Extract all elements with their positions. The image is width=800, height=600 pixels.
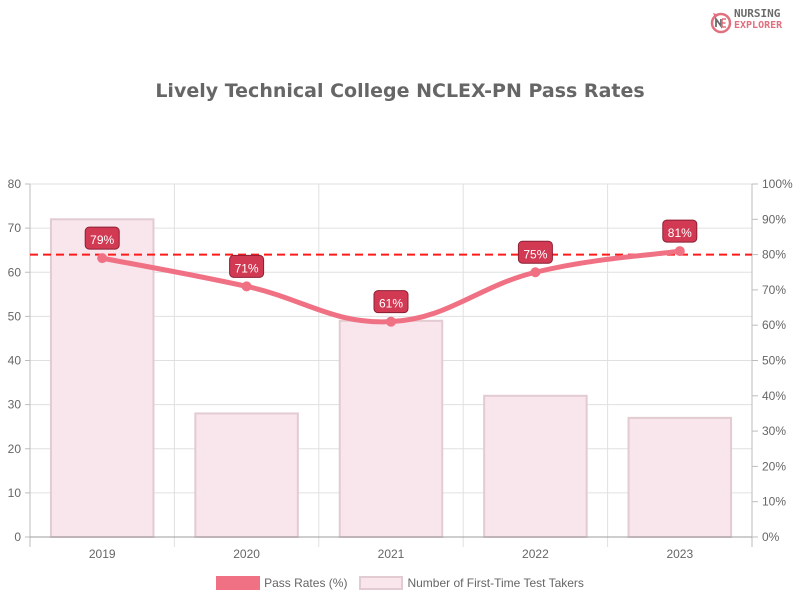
y-left-tick-label: 40 (8, 354, 22, 368)
svg-text:61%: 61% (379, 297, 403, 311)
line-series (97, 246, 685, 327)
y-right-tick-label: 10% (762, 495, 786, 509)
y-right-tick-label: 90% (762, 212, 786, 226)
axes: 0 10 20 30 40 50 60 70 80 0% 10% 20% 30% 40% 50% 60% 70%… (8, 177, 793, 561)
legend-item-pass-rates[interactable]: Pass Rates (%) (216, 576, 347, 590)
y-right-tick-label: 0% (762, 530, 780, 544)
svg-text:81%: 81% (668, 226, 692, 240)
brand-line1: NURSING (734, 7, 781, 20)
bar[interactable] (194, 412, 299, 539)
y-left-tick-label: 80 (8, 177, 22, 191)
svg-text:75%: 75% (523, 247, 547, 261)
x-tick-label: 2023 (666, 547, 693, 561)
y-left-tick-label: 20 (8, 442, 22, 456)
y-left-tick-label: 30 (8, 398, 22, 412)
x-tick-label: 2022 (522, 547, 549, 561)
legend-label: Number of First-Time Test Takers (407, 576, 584, 590)
bar[interactable] (49, 218, 155, 539)
line-point[interactable] (97, 253, 108, 264)
legend-swatch-bar (359, 576, 404, 590)
pass-rate-label: 75% (517, 240, 553, 264)
legend-label: Pass Rates (%) (264, 576, 348, 590)
y-right-tick-label: 50% (762, 354, 786, 368)
line-point[interactable] (674, 246, 685, 257)
y-right-tick-label: 100% (762, 177, 793, 191)
y-left-tick-label: 50 (8, 309, 22, 323)
y-right-tick-label: 40% (762, 389, 786, 403)
x-tick-label: 2019 (89, 547, 116, 561)
legend-item-test-takers[interactable]: Number of First-Time Test Takers (355, 576, 584, 590)
svg-text:71%: 71% (235, 261, 259, 275)
y-left-tick-label: 60 (8, 265, 22, 279)
bar[interactable] (338, 319, 444, 538)
brand-logo: NURSING EXPLORER (710, 8, 800, 36)
y-left-tick-label: 10 (8, 486, 22, 500)
line-point[interactable] (386, 316, 396, 327)
y-right-tick-label: 70% (762, 283, 786, 297)
line-point[interactable] (241, 281, 252, 292)
bar-series (49, 218, 733, 539)
data-labels: 79% 71% 61% 75% 81% (84, 219, 698, 314)
bar[interactable] (627, 416, 733, 538)
y-left-tick-label: 0 (14, 530, 21, 544)
y-right-tick-label: 20% (762, 459, 786, 473)
nursing-explorer-logo-icon (710, 12, 732, 34)
y-left-tick-label: 70 (8, 221, 22, 235)
x-tick-label: 2021 (378, 547, 405, 561)
svg-text:79%: 79% (90, 233, 114, 247)
chart-title: Lively Technical College NCLEX-PN Pass R… (155, 80, 645, 102)
pass-rate-label: 79% (84, 226, 120, 250)
y-right-tick-label: 30% (762, 424, 786, 438)
pass-rate-label: 71% (229, 254, 265, 278)
y-right-tick-label: 60% (762, 318, 786, 332)
bar[interactable] (483, 394, 588, 538)
x-tick-label: 2020 (233, 547, 260, 561)
pass-rate-label: 81% (662, 219, 698, 243)
line-point[interactable] (530, 267, 541, 278)
pass-rate-label: 61% (373, 290, 409, 314)
legend-swatch-line (216, 576, 261, 590)
legend: Pass Rates (%) Number of First-Time Test… (0, 576, 800, 590)
brand-line2: EXPLORER (734, 20, 783, 31)
y-right-tick-label: 80% (762, 248, 786, 262)
